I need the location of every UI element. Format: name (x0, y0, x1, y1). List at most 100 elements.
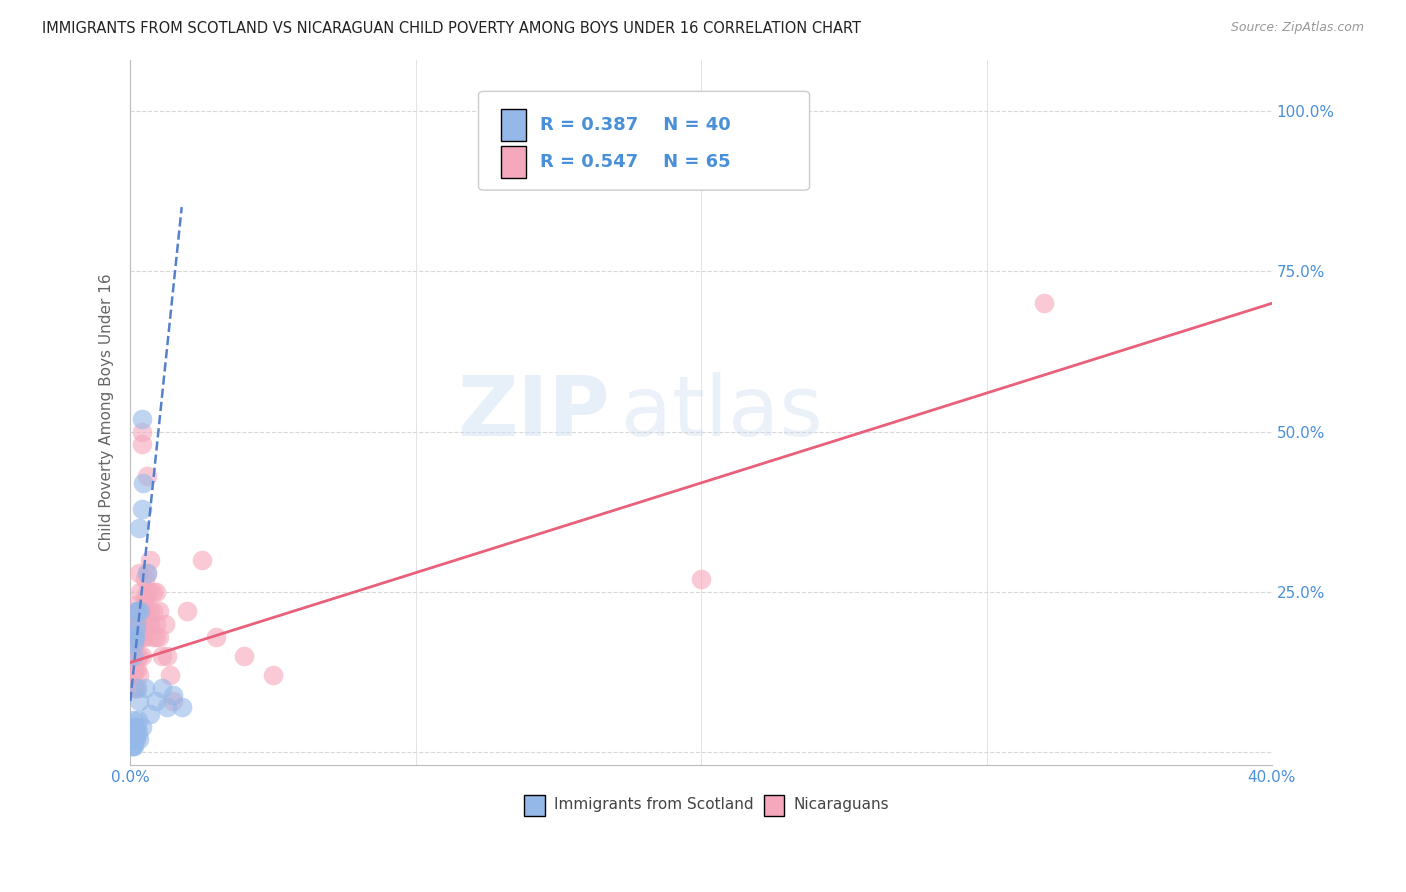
Point (128, 732, 150, 747)
FancyBboxPatch shape (478, 91, 810, 190)
Point (148, 604, 170, 618)
Point (122, 713, 145, 727)
Point (139, 553, 162, 567)
Point (127, 720, 149, 734)
Point (125, 598, 148, 612)
Point (122, 649, 145, 664)
Point (122, 732, 145, 747)
Point (121, 720, 143, 734)
Point (128, 617, 150, 632)
Point (136, 585, 159, 599)
Point (690, 572, 713, 586)
Point (131, 501, 153, 516)
Point (134, 681, 156, 695)
Point (124, 630, 146, 644)
Point (124, 681, 146, 695)
Point (131, 411, 153, 425)
Point (122, 636, 145, 650)
Point (124, 732, 146, 747)
Point (136, 566, 159, 580)
Point (127, 617, 149, 632)
Point (136, 469, 159, 483)
Point (145, 617, 167, 632)
Point (124, 720, 146, 734)
Text: ZIP: ZIP (457, 372, 610, 453)
Point (170, 700, 193, 714)
Point (159, 668, 181, 682)
Point (122, 630, 145, 644)
Point (127, 713, 149, 727)
Point (262, 668, 284, 682)
Text: Immigrants from Scotland: Immigrants from Scotland (554, 797, 754, 812)
Point (124, 636, 146, 650)
Point (122, 681, 145, 695)
Point (125, 662, 148, 676)
Text: R = 0.547    N = 65: R = 0.547 N = 65 (540, 153, 731, 171)
Point (128, 630, 150, 644)
Point (131, 649, 153, 664)
Text: Source: ZipAtlas.com: Source: ZipAtlas.com (1230, 21, 1364, 34)
Text: IMMIGRANTS FROM SCOTLAND VS NICARAGUAN CHILD POVERTY AMONG BOYS UNDER 16 CORRELA: IMMIGRANTS FROM SCOTLAND VS NICARAGUAN C… (42, 21, 862, 36)
Text: atlas: atlas (621, 372, 823, 453)
Point (131, 437, 153, 451)
Point (233, 649, 256, 664)
Point (131, 720, 153, 734)
Point (142, 585, 165, 599)
Point (134, 572, 156, 586)
Point (124, 617, 146, 632)
Point (131, 630, 153, 644)
Point (125, 649, 148, 664)
Point (1032, 296, 1054, 310)
Point (145, 694, 167, 708)
Point (132, 475, 155, 490)
Point (162, 688, 184, 702)
Point (124, 649, 146, 664)
Point (136, 566, 159, 580)
Point (145, 585, 167, 599)
Point (128, 566, 150, 580)
Point (162, 694, 184, 708)
Point (127, 604, 149, 618)
Point (124, 726, 146, 740)
Point (121, 732, 143, 747)
FancyBboxPatch shape (524, 795, 544, 816)
Point (190, 553, 212, 567)
Point (150, 681, 173, 695)
Point (156, 700, 179, 714)
Point (129, 585, 152, 599)
Point (128, 604, 150, 618)
Point (122, 668, 145, 682)
Point (125, 617, 148, 632)
Point (122, 630, 145, 644)
Point (148, 630, 170, 644)
FancyBboxPatch shape (502, 146, 526, 178)
Point (139, 617, 162, 632)
Text: Nicaraguans: Nicaraguans (793, 797, 889, 812)
Point (125, 617, 148, 632)
Point (122, 739, 145, 753)
Y-axis label: Child Poverty Among Boys Under 16: Child Poverty Among Boys Under 16 (100, 274, 114, 551)
FancyBboxPatch shape (763, 795, 785, 816)
Point (134, 617, 156, 632)
Point (134, 630, 156, 644)
Point (136, 617, 159, 632)
Point (121, 726, 143, 740)
Point (150, 649, 173, 664)
Point (125, 732, 148, 747)
Point (139, 585, 162, 599)
Point (134, 591, 156, 606)
Point (124, 739, 146, 753)
Point (125, 681, 148, 695)
FancyBboxPatch shape (502, 109, 526, 141)
Point (128, 521, 150, 535)
Point (131, 604, 153, 618)
Point (124, 662, 146, 676)
Point (129, 604, 152, 618)
Point (122, 649, 145, 664)
Point (127, 630, 149, 644)
Point (128, 694, 150, 708)
Point (125, 624, 148, 638)
Point (547, 97, 569, 112)
Point (142, 604, 165, 618)
Point (136, 604, 159, 618)
